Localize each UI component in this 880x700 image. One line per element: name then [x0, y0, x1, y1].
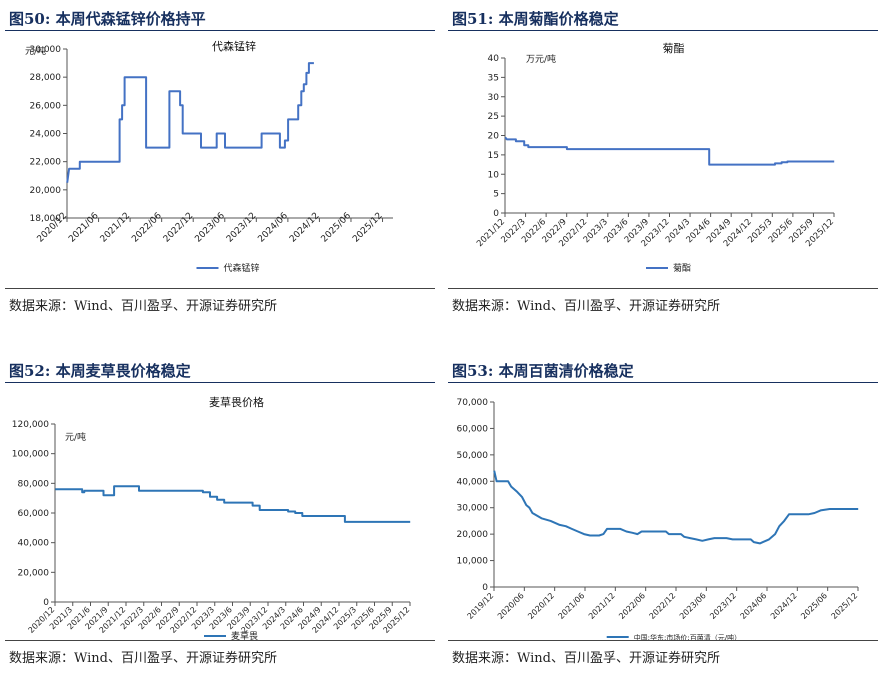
source-rule: [448, 640, 878, 641]
y-tick-label: 28,000: [30, 73, 62, 83]
source-rule: [5, 288, 435, 289]
x-tick-label: 2022/06: [130, 211, 164, 245]
x-tick-label: 2021/12: [475, 217, 507, 249]
y-tick-label: 40,000: [457, 477, 489, 487]
y-tick-label: 60,000: [18, 509, 50, 519]
legend-label: 麦草畏: [231, 630, 258, 640]
x-tick-label: 2024/06: [256, 211, 290, 245]
y-tick-label: 18,000: [30, 214, 62, 224]
y-tick-label: 26,000: [30, 101, 62, 111]
figure-50-panel: 图50: 本周代森锰锌价格持平 18,000 20,000 22,000 24,000…: [5, 0, 435, 340]
y-tick-label: 70,000: [457, 398, 489, 408]
figure-title: 图53: 本周百菌清价格稳定: [452, 362, 634, 380]
x-tick-label: 2021/12: [587, 591, 617, 621]
x-tick-label: 2020/12: [526, 591, 556, 621]
x-tick-label: 2022/12: [648, 591, 678, 621]
chart-chlorothalonil: 0 10,000 20,000 30,000 40,000 50,000 60,000 70,…: [457, 398, 860, 640]
source-rule: [5, 640, 435, 641]
y-tick-label: 100,000: [12, 450, 49, 460]
chart-dicamba: 020,00040,00060,00080,000100,000120,0002…: [12, 395, 412, 640]
source-note: 数据来源：Wind、百川盈孚、开源证券研究所: [452, 651, 720, 666]
figure-52-panel: 图52: 本周麦草畏价格稳定 0 20,000 40,000 60,000 80,000…: [5, 352, 435, 692]
source-note: 数据来源：Wind、百川盈孚、开源证券研究所: [9, 299, 277, 314]
y-unit-label: 元/吨: [65, 431, 86, 443]
figure-51-panel: 图51: 本周菊酯价格稳定 0 5 10 15 20 25 30 35 40 2021/12 202…: [448, 0, 878, 340]
source-note: 数据来源：Wind、百川盈孚、开源证券研究所: [9, 651, 277, 666]
x-tick-label: 2024/12: [769, 591, 799, 621]
title-rule: [5, 30, 435, 31]
figure-title: 图52: 本周麦草畏价格稳定: [9, 362, 191, 380]
x-tick-label: 2025/06: [320, 211, 354, 245]
x-tick-label: 2025/12: [830, 591, 860, 621]
y-tick-label: 20,000: [30, 186, 62, 196]
figure-title: 图51: 本周菊酯价格稳定: [452, 10, 619, 28]
y-tick-label: 20: [488, 132, 500, 142]
chart-pyrethroid: 05101520253035402021/122022/32022/62022/…: [475, 42, 836, 274]
x-tick-label: 2023/12: [708, 591, 738, 621]
x-tick-label: 2021/06: [67, 211, 101, 245]
y-tick-label: 20,000: [457, 530, 489, 540]
y-tick-label: 0: [482, 583, 488, 593]
chart-title: 菊酯: [663, 42, 685, 55]
y-tick-label: 20,000: [18, 568, 50, 578]
source-note: 数据来源：Wind、百川盈孚、开源证券研究所: [452, 299, 720, 314]
y-tick-label: 50,000: [457, 451, 489, 461]
title-rule: [5, 382, 435, 383]
y-tick-label: 120,000: [12, 420, 49, 430]
x-tick-label: 2023/12: [225, 211, 259, 245]
title-rule: [448, 30, 878, 31]
x-tick-label: 2020/06: [496, 591, 526, 621]
y-tick-label: 0: [43, 598, 49, 608]
y-tick-label: 60,000: [457, 424, 489, 434]
chart-title: 麦草畏价格: [209, 395, 264, 409]
y-unit-label: 万元/吨: [526, 53, 556, 65]
series-line: [493, 470, 859, 545]
y-tick-label: 35: [488, 73, 499, 83]
x-tick-label: 2024/12: [288, 211, 322, 245]
y-unit-label: 元/吨: [25, 45, 46, 57]
series-line: [66, 62, 314, 183]
x-tick-label: 2023/06: [678, 591, 708, 621]
y-tick-label: 30: [488, 93, 500, 103]
figure-53-panel: 图53: 本周百菌清价格稳定 0 10,000 20,000 30,000 40,000…: [448, 352, 878, 692]
y-tick-label: 10,000: [457, 557, 489, 567]
y-tick-label: 80,000: [18, 479, 50, 489]
title-rule: [448, 382, 878, 383]
legend-label: 菊酯: [673, 263, 691, 274]
series-line: [55, 485, 411, 523]
x-tick-label: 2025/06: [799, 591, 829, 621]
y-tick-label: 5: [493, 190, 499, 200]
chart-manganese-zinc: 18,000 20,000 22,000 24,000 26,000 28,000 30,0…: [25, 39, 393, 274]
x-tick-label: 2023/06: [193, 211, 227, 245]
x-tick-label: 2022/12: [162, 211, 196, 245]
y-tick-label: 40: [488, 54, 500, 64]
y-tick-label: 15: [488, 151, 499, 161]
y-tick-label: 40,000: [18, 539, 50, 549]
legend-label: 中国:华东:市场价:百菌清（元/吨）: [634, 633, 741, 640]
x-tick-label: 2022/06: [617, 591, 647, 621]
y-tick-label: 22,000: [30, 158, 62, 168]
y-tick-label: 10: [488, 170, 500, 180]
x-tick-label: 2021/12: [99, 211, 133, 245]
y-tick-label: 30,000: [457, 504, 489, 514]
legend-label: 代森锰锌: [224, 262, 260, 274]
figure-title: 图50: 本周代森锰锌价格持平: [9, 10, 206, 28]
y-tick-label: 0: [493, 209, 499, 219]
y-tick-label: 24,000: [30, 130, 62, 140]
y-tick-label: 25: [488, 112, 499, 122]
chart-title: 代森锰锌: [212, 39, 256, 53]
x-tick-label: 2025/12: [351, 211, 385, 245]
x-tick-label: 2019/12: [466, 591, 496, 621]
y-tick-label: 30,000: [30, 45, 62, 55]
series-line: [504, 136, 835, 166]
source-rule: [448, 288, 878, 289]
x-tick-label: 2024/06: [739, 591, 769, 621]
x-tick-label: 2021/06: [557, 591, 587, 621]
